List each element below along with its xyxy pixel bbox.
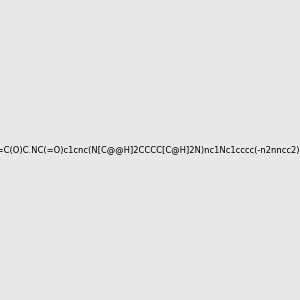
Text: O=C(O)C.NC(=O)c1cnc(N[C@@H]2CCCC[C@H]2N)nc1Nc1cccc(-n2nncc2)c1: O=C(O)C.NC(=O)c1cnc(N[C@@H]2CCCC[C@H]2N)… bbox=[0, 146, 300, 154]
